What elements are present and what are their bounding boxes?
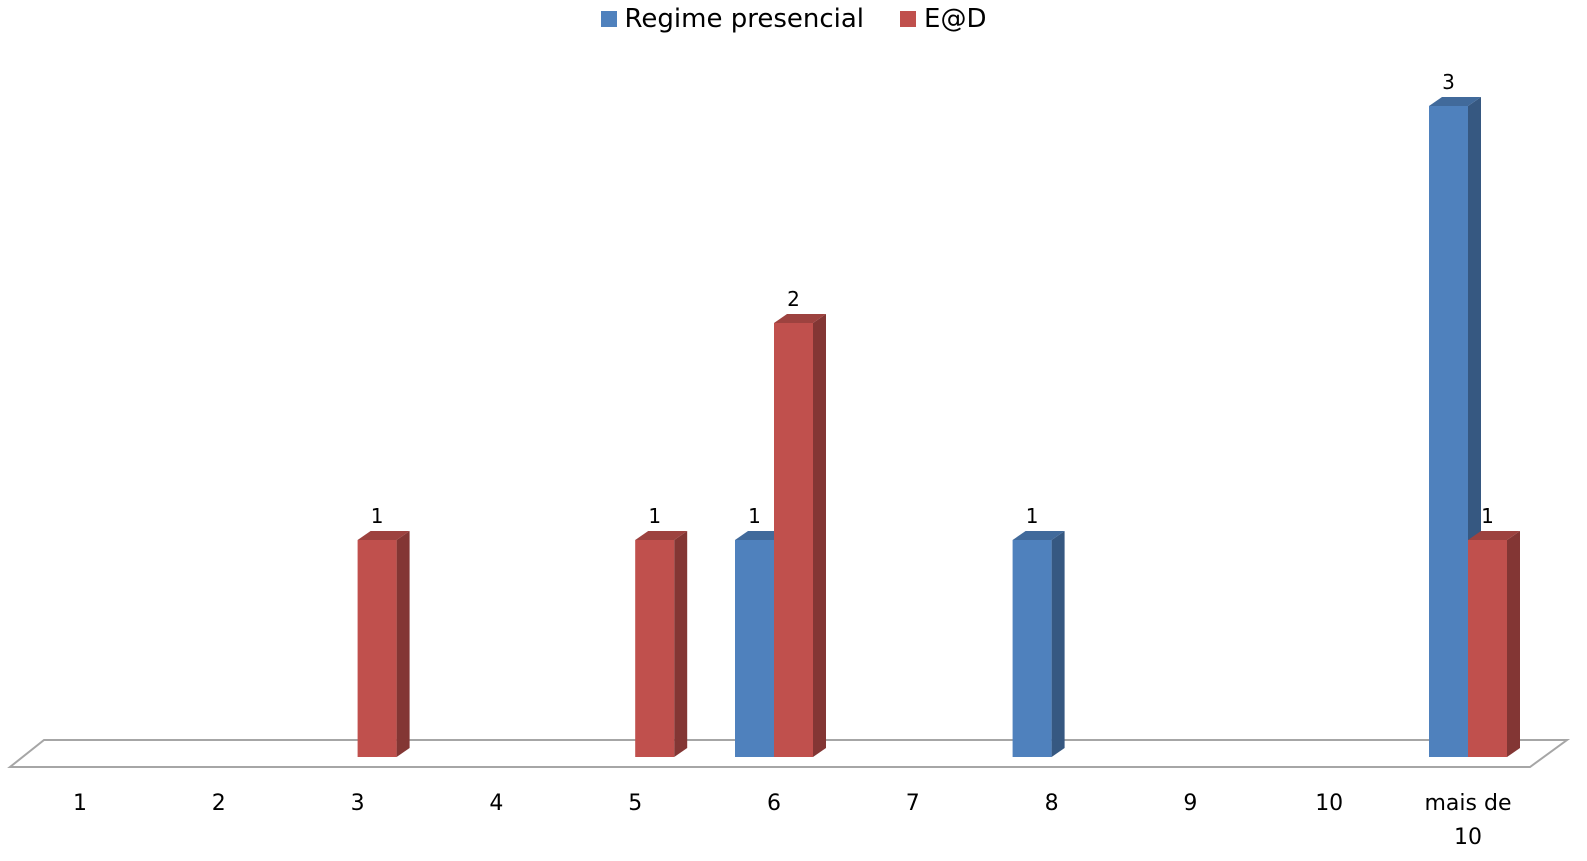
data-label-cat-11-series-1: 3	[1442, 70, 1455, 94]
legend-item-presencial: Regime presencial	[600, 4, 865, 34]
x-tick-label-6: 6	[767, 791, 781, 816]
bar-side-cat-6-series-2	[813, 314, 826, 757]
x-tick-label-11-line-1: mais de	[1425, 791, 1512, 816]
x-tick-label-4: 4	[489, 791, 503, 816]
bar-cat-8-series-1	[1012, 540, 1052, 757]
bar-cat-11-series-1	[1429, 106, 1468, 757]
x-tick-label-2: 2	[212, 791, 226, 816]
data-label-cat-11-series-2: 1	[1481, 504, 1494, 528]
bar-cat-11-series-2	[1468, 540, 1507, 757]
floor-plane	[7, 739, 1571, 768]
legend-label-ead: E@D	[924, 4, 987, 34]
bar-top-cat-11-series-1	[1429, 97, 1481, 106]
bar-side-cat-3-series-2	[396, 531, 410, 757]
bar-top-cat-11-series-2	[1468, 531, 1520, 540]
x-tick-label-10: 10	[1315, 791, 1343, 816]
x-tick-label-5: 5	[628, 791, 642, 816]
bar-cat-6-series-2	[774, 323, 813, 757]
chart-legend: Regime presencial E@D	[0, 4, 1587, 34]
x-tick-label-3: 3	[351, 791, 365, 816]
x-tick-label-1: 1	[73, 791, 87, 816]
legend-swatch-ead	[900, 11, 917, 27]
bar-side-cat-11-series-2	[1507, 531, 1520, 757]
bar-top-cat-3-series-2	[357, 531, 410, 540]
bar-top-cat-8-series-1	[1012, 531, 1065, 540]
bar-cat-3-series-2	[357, 540, 397, 757]
legend-swatch-presencial	[600, 11, 617, 27]
data-label-cat-5-series-2: 1	[648, 504, 661, 528]
x-tick-label-11-line-2: 10	[1454, 825, 1482, 850]
x-tick-label-9: 9	[1183, 791, 1197, 816]
x-tick-label-7: 7	[906, 791, 920, 816]
data-label-cat-3-series-2: 1	[371, 504, 384, 528]
data-label-cat-6-series-1: 1	[748, 504, 761, 528]
bar-top-cat-5-series-2	[635, 531, 688, 540]
bar-top-cat-6-series-2	[774, 314, 826, 323]
data-label-cat-8-series-1: 1	[1026, 504, 1039, 528]
bar-side-cat-5-series-2	[674, 531, 688, 757]
bar-cat-5-series-2	[635, 540, 675, 757]
bar-cat-6-series-1	[735, 540, 774, 757]
data-label-cat-6-series-2: 2	[787, 287, 800, 311]
legend-item-ead: E@D	[900, 4, 986, 34]
legend-label-presencial: Regime presencial	[624, 4, 865, 34]
bar-side-cat-8-series-1	[1051, 531, 1065, 757]
x-tick-label-8: 8	[1045, 791, 1059, 816]
